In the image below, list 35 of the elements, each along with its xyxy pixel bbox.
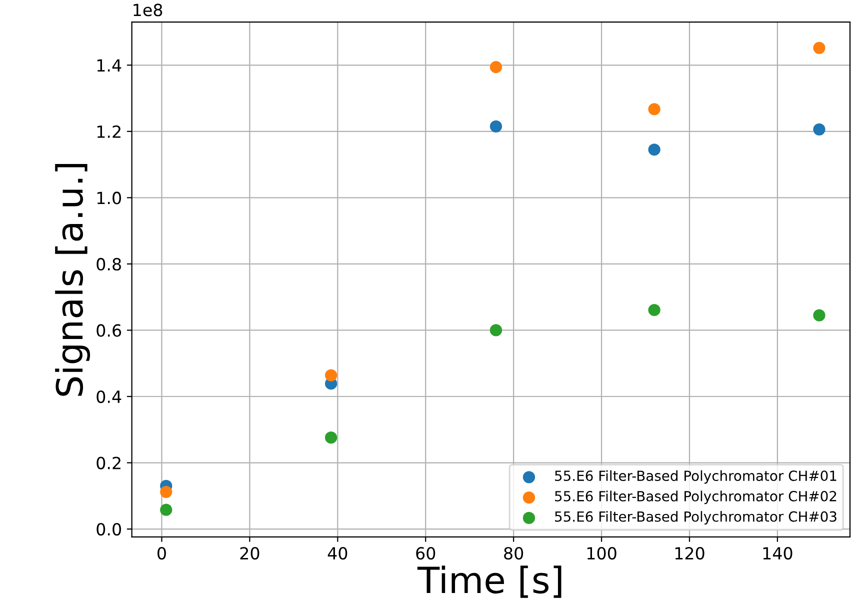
y-tick-label: 0.6 [96,324,122,337]
x-tick-label: 120 [675,547,704,560]
y-tick-label: 1.0 [97,192,121,204]
point [813,42,826,54]
point [160,486,172,498]
point [324,369,338,382]
point [490,324,502,336]
legend-label: 55.E6 Filter-Based Polychromator CH#01 [555,470,836,484]
legend-label: 55.E6 Filter-Based Polychromator CH#03 [555,511,836,524]
x-tick-label: 80 [504,547,524,560]
x-tick-label: 100 [587,547,616,560]
x-tick-label: 40 [328,547,348,560]
text: 1e8 [134,4,162,16]
y-tick-label: 0.4 [96,390,122,404]
point [324,432,338,444]
x-tick-label: 60 [416,547,436,560]
y-tick-label: 0.0 [96,523,121,536]
legend-label: 55.E6 Filter-Based Polychromator CH#02 [555,490,836,504]
y-tick-label: 0.8 [96,258,121,271]
y-tick-label: 1.4 [97,59,122,72]
point [490,120,502,133]
point [648,103,660,116]
point [648,144,660,156]
y-tick-label: 0.2 [96,456,120,470]
point [648,304,660,316]
point [813,123,826,136]
y-tick-label: 1.2 [97,125,120,138]
x-tick-label: 0 [158,547,166,560]
point [490,61,502,74]
x-tick-label: 20 [240,547,260,560]
point [813,309,826,322]
point [160,504,172,516]
y-axis-title: Signals [a.u.] [55,164,90,396]
x-axis-title: Time [s] [417,566,562,598]
x-tick-label: 140 [763,547,792,560]
